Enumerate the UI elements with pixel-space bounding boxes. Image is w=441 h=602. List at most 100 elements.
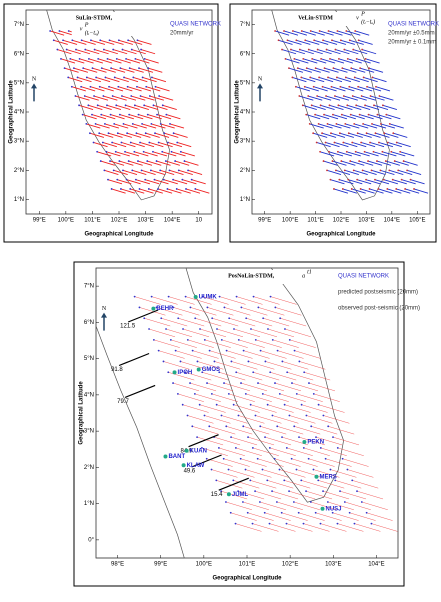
- station-dot: [210, 392, 213, 395]
- station-dot: [345, 150, 348, 153]
- station-dot: [155, 160, 158, 162]
- station-dot: [322, 490, 324, 493]
- station-dot: [312, 392, 315, 395]
- displacement-arrow: [351, 188, 366, 194]
- station-dot: [208, 425, 211, 428]
- station-dot: [104, 76, 107, 79]
- displacement-arrow: [342, 67, 357, 73]
- station-dot: [378, 141, 380, 144]
- displacement-arrow: [209, 426, 236, 435]
- station-dot: [115, 104, 118, 107]
- station-dot: [228, 317, 231, 320]
- displacement-arrow: [153, 104, 168, 110]
- station-dot: [271, 490, 273, 493]
- station-dot: [381, 104, 384, 107]
- station-dot: [374, 132, 377, 135]
- legend-text: 20mm/yr ±0.5mm: [388, 31, 435, 37]
- displacement-arrow: [111, 188, 126, 194]
- station-dot: [191, 425, 194, 428]
- station-dot: [334, 48, 337, 51]
- displacement-arrow: [243, 426, 270, 435]
- displacement-arrow: [356, 490, 384, 500]
- station-dot: [413, 188, 415, 190]
- displacement-arrow: [59, 30, 74, 36]
- station-dot: [350, 67, 353, 70]
- displacement-arrow: [201, 447, 228, 456]
- displacement-arrow: [288, 67, 304, 73]
- displacement-arrow: [231, 436, 258, 446]
- station-dot: [356, 132, 359, 135]
- displacement-arrow: [319, 30, 334, 36]
- station-dot: [274, 306, 277, 309]
- station-label: BANT: [168, 454, 185, 460]
- panel-title: SuLin-STDM,: [76, 15, 113, 21]
- station-dot: [220, 490, 223, 493]
- displacement-arrow: [380, 169, 395, 175]
- displacement-arrow: [129, 67, 144, 73]
- station-dot: [85, 76, 88, 79]
- station-dot: [75, 48, 77, 51]
- displacement-arrow: [109, 160, 125, 166]
- displacement-arrow: [129, 114, 144, 120]
- displacement-arrow: [264, 436, 292, 446]
- displacement-arrow: [175, 160, 190, 166]
- station-dot: [93, 48, 96, 51]
- station-dot: [356, 178, 359, 181]
- station-dot: [181, 178, 184, 181]
- station-dot: [154, 85, 157, 88]
- title-symbol: v: [356, 15, 359, 21]
- station-dot: [303, 85, 306, 88]
- station-dot: [168, 169, 171, 172]
- displacement-arrow: [277, 350, 304, 359]
- station-dot: [250, 328, 252, 330]
- station-dot: [307, 48, 310, 51]
- displacement-arrow: [170, 339, 197, 348]
- station-dot: [351, 95, 354, 97]
- station-dot: [376, 113, 379, 116]
- displacement-arrow: [231, 361, 258, 370]
- displacement-arrow: [187, 415, 214, 424]
- station-dot: [132, 76, 135, 79]
- north-arrowhead: [31, 83, 37, 89]
- displacement-arrow: [356, 104, 371, 110]
- station-dot: [117, 39, 120, 42]
- station-dot: [108, 85, 110, 88]
- station-dot: [113, 123, 116, 125]
- station-dot: [324, 141, 327, 144]
- station-dot: [302, 57, 305, 60]
- displacement-arrow: [269, 447, 296, 456]
- station-dot: [264, 436, 266, 439]
- station-dot: [240, 306, 243, 309]
- displacement-arrow: [320, 523, 347, 532]
- displacement-arrow: [235, 523, 262, 532]
- displacement-arrow: [360, 142, 376, 148]
- station-dot: [151, 76, 153, 79]
- station-dot: [130, 95, 133, 97]
- station-dot: [227, 468, 230, 471]
- displacement-arrow: [90, 39, 106, 45]
- station-dot: [254, 414, 257, 417]
- displacement-arrow: [382, 104, 398, 110]
- displacement-arrow: [349, 512, 376, 521]
- displacement-arrow: [344, 501, 371, 510]
- displacement-arrow: [177, 142, 192, 148]
- y-axis-label: Geographical Latitude: [79, 381, 85, 445]
- displacement-arrow: [349, 39, 364, 45]
- displacement-arrow: [164, 132, 179, 138]
- displacement-arrow: [171, 151, 186, 157]
- displacement-arrow: [149, 142, 164, 148]
- station-dot: [157, 141, 160, 144]
- station-dot: [242, 425, 245, 428]
- station-dot: [273, 457, 276, 460]
- displacement-arrow: [144, 104, 159, 110]
- displacement-arrow: [282, 361, 309, 370]
- displacement-arrow: [122, 49, 137, 55]
- station-dot: [112, 48, 115, 51]
- displacement-arrow: [350, 160, 365, 166]
- station-dot: [374, 178, 376, 181]
- displacement-arrow: [233, 328, 261, 338]
- displacement-arrow: [116, 58, 131, 64]
- displacement-arrow: [303, 447, 330, 456]
- displacement-arrow: [168, 296, 195, 305]
